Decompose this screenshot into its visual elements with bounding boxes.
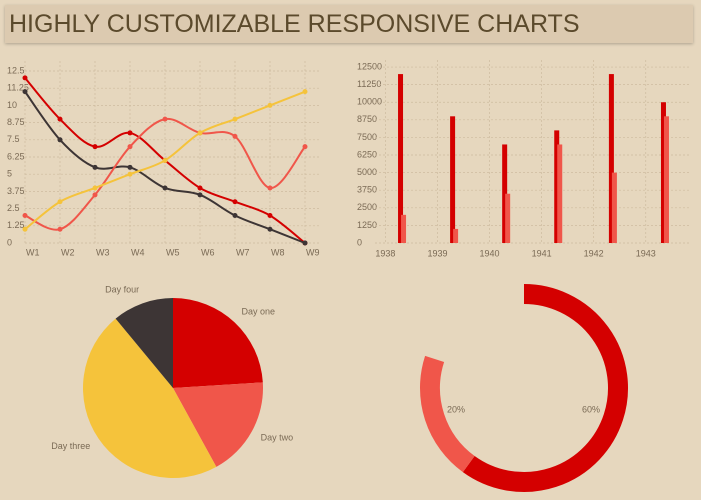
x-tick-label: W7: [236, 247, 250, 257]
y-tick-label: 12500: [357, 61, 382, 71]
y-tick-label: 10000: [357, 97, 382, 107]
point: [232, 199, 238, 205]
y-tick-label: 10: [7, 100, 17, 110]
point: [22, 75, 28, 81]
point: [162, 185, 168, 191]
y-tick-label: 5: [7, 169, 12, 179]
x-tick-label: 1942: [584, 248, 604, 258]
pie-slice: [173, 298, 263, 388]
bar: [554, 130, 560, 243]
bar: [663, 116, 669, 243]
y-tick-label: 7500: [357, 132, 377, 142]
point: [302, 144, 308, 150]
bar: [611, 172, 617, 243]
header: HIGHLY CUSTOMIZABLE RESPONSIVE CHARTS: [5, 5, 693, 43]
y-tick-label: 8750: [357, 114, 377, 124]
point: [22, 212, 28, 218]
point: [232, 212, 238, 218]
bar: [398, 74, 404, 243]
x-tick-label: 1940: [480, 248, 500, 258]
y-tick-label: 6250: [357, 149, 377, 159]
pie-slice: [115, 298, 173, 388]
point: [127, 130, 133, 136]
point: [162, 116, 168, 122]
donut-label: 20%: [447, 404, 465, 414]
point: [127, 144, 133, 150]
x-tick-label: 1939: [427, 248, 447, 258]
point: [92, 192, 98, 198]
pie-label: Day three: [51, 441, 90, 451]
bar: [502, 144, 508, 243]
y-tick-label: 12.5: [7, 65, 25, 75]
x-tick-label: 1941: [532, 248, 552, 258]
point: [267, 226, 273, 232]
bar: [660, 102, 666, 243]
x-tick-label: 1943: [636, 248, 656, 258]
bar: [401, 214, 407, 243]
x-tick-label: W8: [271, 247, 285, 257]
y-tick-label: 1.25: [7, 220, 25, 230]
y-tick-label: 8.75: [7, 117, 25, 127]
donut-arc: [420, 355, 475, 473]
pie-slice: [173, 382, 263, 467]
point: [22, 89, 28, 95]
point: [127, 164, 133, 170]
point: [302, 89, 308, 95]
donut-label: 60%: [582, 404, 600, 414]
x-tick-label: W9: [306, 247, 320, 257]
x-tick-label: 1938: [375, 248, 395, 258]
x-tick-label: W2: [61, 247, 75, 257]
point: [92, 185, 98, 191]
point: [197, 185, 203, 191]
point: [22, 226, 28, 232]
point: [57, 226, 63, 232]
point: [162, 157, 168, 163]
pie-slice: [82, 318, 217, 479]
point: [267, 102, 273, 108]
point: [57, 199, 63, 205]
point: [302, 240, 308, 246]
y-tick-label: 3.75: [7, 186, 25, 196]
point: [92, 144, 98, 150]
point: [267, 212, 273, 218]
y-tick-label: 2500: [357, 202, 377, 212]
pie-label: Day four: [105, 285, 139, 295]
y-tick-label: 5000: [357, 167, 377, 177]
y-tick-label: 7.5: [7, 134, 20, 144]
y-tick-label: 0: [7, 237, 12, 247]
point: [197, 130, 203, 136]
x-tick-label: W6: [201, 247, 215, 257]
y-tick-label: 2.5: [7, 203, 20, 213]
y-tick-label: 3750: [357, 185, 377, 195]
point: [232, 133, 238, 139]
pie-label: Day one: [241, 307, 275, 317]
x-tick-label: W5: [166, 247, 180, 257]
pie-label: Day two: [261, 432, 294, 442]
point: [197, 192, 203, 198]
point: [267, 185, 273, 191]
point: [127, 171, 133, 177]
bar: [453, 228, 459, 243]
bar: [450, 116, 456, 243]
point: [92, 164, 98, 170]
bar: [505, 193, 511, 243]
point: [232, 116, 238, 122]
y-tick-label: 11.25: [7, 83, 29, 93]
point: [57, 116, 63, 122]
point: [57, 137, 63, 143]
x-tick-label: W4: [131, 247, 145, 257]
y-tick-label: 1250: [357, 220, 377, 230]
y-tick-label: 6.25: [7, 151, 25, 161]
x-tick-label: W1: [26, 247, 40, 257]
bar: [608, 74, 614, 243]
y-tick-label: 11250: [357, 79, 381, 89]
bar: [557, 144, 563, 243]
x-tick-label: W3: [96, 247, 110, 257]
y-tick-label: 0: [357, 237, 362, 247]
donut-arc: [462, 284, 628, 492]
page-title: HIGHLY CUSTOMIZABLE RESPONSIVE CHARTS: [9, 10, 580, 38]
